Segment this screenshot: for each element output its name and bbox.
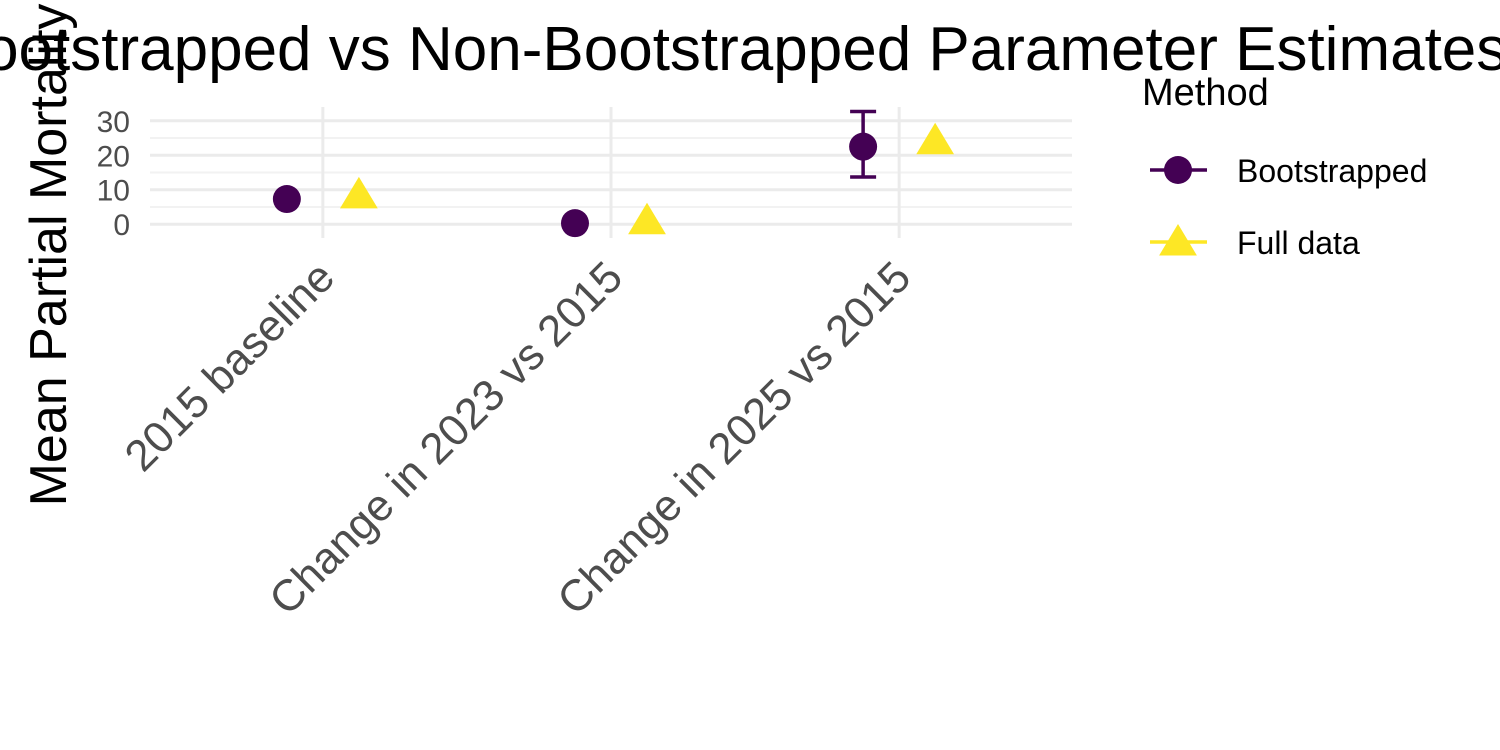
y-tick-label: 30 [97, 106, 130, 139]
y-tick-label: 10 [97, 175, 130, 208]
y-tick-label: 0 [113, 209, 130, 242]
legend-label: Full data [1237, 225, 1360, 261]
data-point [916, 122, 955, 155]
data-point [339, 176, 378, 209]
legend-title: Method [1142, 72, 1269, 114]
legend: Method Bootstrapped Full data [1142, 72, 1427, 261]
data-marks [272, 109, 955, 238]
data-point [272, 185, 301, 214]
legend-item: Full data [1150, 224, 1360, 261]
y-axis-title: Mean Partial Mortality [20, 4, 78, 507]
x-tick-label: 2015 baseline [116, 252, 344, 480]
legend-label: Bootstrapped [1237, 153, 1427, 189]
legend-key-marker [1159, 224, 1197, 256]
grid [150, 107, 1072, 238]
data-point [628, 202, 666, 235]
chart-title: Bootstrapped vs Non-Bootstrapped Paramet… [0, 15, 1500, 84]
data-point [560, 209, 589, 238]
legend-item: Bootstrapped [1150, 153, 1427, 189]
legend-key-marker [1164, 156, 1192, 184]
data-point [849, 132, 878, 161]
y-tick-label: 20 [97, 140, 130, 173]
